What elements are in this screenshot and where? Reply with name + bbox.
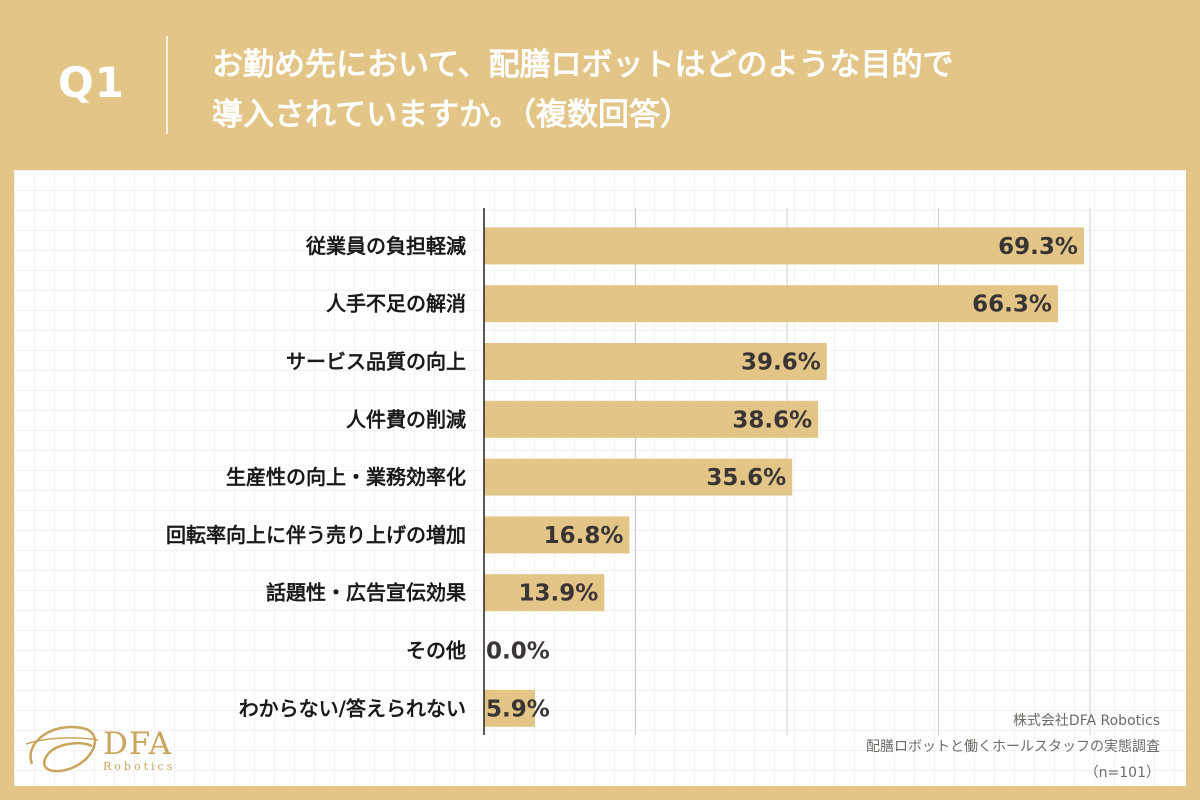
question-number: Q1: [58, 58, 125, 107]
value-label-3: 38.6%: [732, 407, 812, 433]
header-divider: [166, 36, 168, 134]
bar-3: [484, 400, 819, 438]
category-label-2: サービス品質の向上: [286, 350, 466, 374]
logo-subtitle: Robotics: [103, 760, 176, 773]
category-label-6: 話題性・広告宣伝効果: [266, 581, 466, 605]
value-label-1: 66.3%: [972, 292, 1052, 318]
source-sample-size: （n=101）: [1084, 765, 1160, 781]
value-label-0: 69.3%: [998, 234, 1078, 260]
category-label-1: 人手不足の解消: [326, 292, 466, 316]
bar-8: [484, 689, 536, 727]
dfa-logo-icon: [25, 725, 99, 773]
category-label-0: 従業員の負担軽減: [305, 234, 466, 258]
bar-chart: 従業員の負担軽減 69.3% 人手不足の解消 66.3% サービス品質の向上 39.6% 人…: [166, 208, 1091, 735]
chart-panel: 従業員の負担軽減 69.3% 人手不足の解消 66.3% サービス品質の向上 39.6% 人…: [14, 170, 1186, 786]
source-company: 株式会社DFA Robotics: [1012, 713, 1160, 729]
bar-2: [484, 343, 827, 380]
header: Q1 お勤め先において、配膳ロボットはどのような目的で 導入されていますか。（複…: [0, 0, 1200, 170]
logo-name: DFA: [103, 726, 173, 762]
value-label-4: 35.6%: [706, 465, 786, 491]
category-label-4: 生産性の向上・業務効率化: [226, 465, 466, 489]
question-line-1: お勤め先において、配膳ロボットはどのような目的で: [212, 47, 954, 83]
source-survey: 配膳ロボットと働くホールスタッフの実態調査: [866, 739, 1160, 755]
bar-5: [484, 516, 630, 554]
value-label-6: 13.9%: [519, 581, 599, 607]
bar-1: [484, 285, 1058, 323]
category-label-7: その他: [406, 639, 466, 663]
value-label-7: 0.0%: [486, 639, 550, 665]
value-label-8: 5.9%: [486, 696, 550, 722]
category-label-8: わからない/答えられない: [239, 696, 466, 720]
question-line-2: 導入されていますか。（複数回答）: [212, 97, 691, 133]
category-label-3: 人件費の削減: [346, 407, 466, 431]
value-label-2: 39.6%: [741, 350, 821, 376]
value-label-5: 16.8%: [544, 523, 624, 549]
category-label-5: 回転率向上に伴う売り上げの増加: [166, 523, 466, 547]
bar-4: [484, 458, 793, 496]
bar-0: [484, 227, 1084, 265]
source-note: 株式会社DFA Robotics 配膳ロボットと働くホールスタッフの実態調査 （…: [866, 708, 1160, 786]
question-text: お勤め先において、配膳ロボットはどのような目的で 導入されていますか。（複数回答…: [212, 40, 1112, 140]
bar-6: [484, 574, 605, 612]
